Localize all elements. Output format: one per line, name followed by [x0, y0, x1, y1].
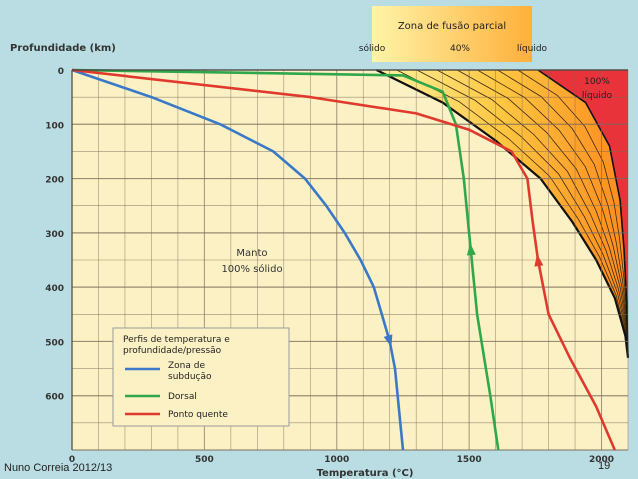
melt-fraction-line: [396, 69, 629, 358]
melt-zone: [376, 69, 630, 358]
mantle-label-1: Manto: [236, 248, 267, 259]
partial-melt-region: [376, 70, 628, 358]
x-tick-label: 500: [195, 455, 214, 465]
liquid-region: [538, 70, 628, 358]
y-axis-title: Profundidade (km): [10, 43, 116, 54]
series-line-1: [71, 68, 500, 451]
legend-label-1: Dorsal: [168, 392, 197, 402]
series-layer: [71, 68, 616, 451]
legend-label-2: Ponto quente: [168, 410, 228, 420]
melt-fraction-line: [416, 69, 629, 358]
melt-zone-header: [372, 6, 532, 62]
axes: 0 100 200 300 400 500 600 0 500 1000 1500 2000: [45, 67, 628, 465]
y-tick-label: 300: [45, 230, 64, 240]
melt-fraction-line: [517, 69, 629, 358]
melt-zone-title: Zona de fusão parcial: [398, 21, 506, 32]
melt-fraction-line: [436, 69, 629, 358]
liquid-label-1: 100%: [584, 77, 610, 87]
series-arrow-1: [466, 243, 476, 256]
label-liquid: líquido: [517, 44, 548, 54]
x-axis-title: Temperatura (°C): [317, 468, 414, 479]
solidus-line: [376, 69, 630, 358]
liquidus-line: [537, 69, 629, 358]
series-arrow-2: [534, 254, 544, 267]
x-tick-label: 1000: [324, 455, 349, 465]
label-forty: 40%: [450, 44, 470, 54]
liquid-label-2: líquido: [582, 91, 613, 101]
y-tick-label: 500: [45, 338, 64, 348]
series-arrow-0: [383, 334, 393, 348]
legend-title: Perfis de temperatura e profundidade/pre…: [123, 335, 233, 356]
slide-number: 19: [598, 460, 611, 472]
y-tick-label: 200: [45, 176, 64, 186]
x-tick-label: 1500: [457, 455, 482, 465]
melt-fraction-line: [457, 69, 629, 358]
legend: Perfis de temperatura e profundidade/pre…: [112, 327, 290, 427]
y-tick-label: 0: [58, 67, 64, 77]
series-line-2: [71, 68, 616, 451]
y-tick-label: 600: [45, 393, 64, 403]
legend-label-0: Zona de subdução: [168, 361, 212, 382]
label-solid: sólido: [359, 43, 386, 54]
y-tick-label: 400: [45, 284, 64, 294]
y-tick-label: 100: [45, 121, 64, 131]
mantle-label-2: 100% sólido: [221, 263, 282, 275]
footer-author: Nuno Correia 2012/13: [4, 462, 113, 474]
legend-box: [112, 327, 290, 427]
x-tick-label: 2000: [589, 455, 614, 465]
x-tick-label: 0: [69, 455, 75, 465]
series-line-0: [71, 68, 405, 451]
melt-fraction-line: [477, 69, 629, 358]
